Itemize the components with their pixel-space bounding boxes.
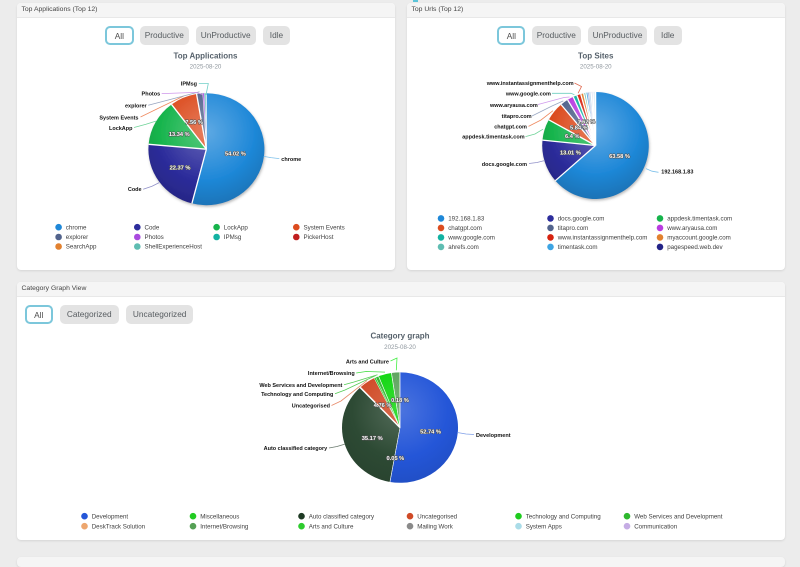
svg-text:www.aryausa.com: www.aryausa.com (666, 225, 717, 232)
svg-text:docs.google.com: docs.google.com (482, 162, 527, 168)
svg-text:54.02 %: 54.02 % (225, 152, 246, 158)
svg-text:Auto classified category: Auto classified category (309, 513, 375, 520)
svg-text:Code: Code (145, 224, 160, 231)
svg-text:SearchApp: SearchApp (66, 244, 97, 251)
svg-text:192.168.1.83: 192.168.1.83 (448, 216, 485, 223)
svg-text:2025-08-20: 2025-08-20 (580, 63, 612, 70)
svg-text:PickerHost: PickerHost (304, 234, 334, 241)
svg-text:System Events: System Events (304, 224, 345, 231)
svg-text:2025-08-20: 2025-08-20 (190, 63, 222, 70)
svg-text:www.google.com: www.google.com (505, 91, 551, 97)
svg-text:7.56 %: 7.56 % (185, 120, 203, 126)
svg-text:www.instantassignmenthelp.com: www.instantassignmenthelp.com (557, 235, 648, 242)
svg-text:LockApp: LockApp (224, 224, 249, 231)
svg-text:Internet/Browsing: Internet/Browsing (308, 371, 355, 377)
svg-text:www.google.com: www.google.com (447, 235, 495, 242)
svg-text:IPMsg: IPMsg (181, 81, 197, 87)
svg-text:www.aryausa.com: www.aryausa.com (489, 103, 538, 109)
svg-text:0.05 %: 0.05 % (387, 456, 405, 462)
svg-text:35.17 %: 35.17 % (362, 436, 383, 442)
svg-text:docs.google.com: docs.google.com (558, 216, 605, 223)
svg-text:Arts and Culture: Arts and Culture (309, 523, 354, 530)
svg-text:ahrefs.com: ahrefs.com (448, 244, 479, 251)
svg-text:appdesk.timentask.com: appdesk.timentask.com (462, 135, 524, 141)
svg-text:52.74 %: 52.74 % (420, 430, 441, 436)
svg-text:www.instantassignmenthelp.com: www.instantassignmenthelp.com (486, 81, 574, 87)
svg-text:chrome: chrome (66, 224, 87, 231)
svg-text:6.4 %: 6.4 % (565, 134, 580, 140)
svg-text:titapro.com: titapro.com (502, 114, 532, 120)
svg-text:explorer: explorer (66, 234, 88, 241)
svg-text:System Events: System Events (99, 115, 138, 121)
svg-text:Top Applications: Top Applications (174, 51, 239, 60)
svg-text:192.168.1.83: 192.168.1.83 (661, 170, 693, 176)
svg-text:Code: Code (128, 187, 142, 193)
svg-text:IPMsg: IPMsg (224, 234, 242, 241)
svg-text:myaccount.google.com: myaccount.google.com (667, 235, 731, 242)
svg-text:timentask.com: timentask.com (558, 244, 598, 251)
svg-text:Technology and Computing: Technology and Computing (261, 392, 333, 398)
svg-text:Technology and Computing: Technology and Computing (526, 513, 602, 520)
svg-text:appdesk.timentask.com: appdesk.timentask.com (667, 216, 732, 223)
svg-text:0.18 %: 0.18 % (391, 398, 409, 404)
svg-text:chatgpt.com: chatgpt.com (448, 225, 482, 232)
svg-text:Uncategorised: Uncategorised (292, 404, 330, 410)
svg-text:chatgpt.com: chatgpt.com (494, 125, 527, 131)
svg-text:5.84 %: 5.84 % (570, 126, 588, 132)
svg-text:explorer: explorer (125, 103, 148, 109)
svg-text:4.76 %: 4.76 % (374, 403, 392, 409)
svg-text:Development: Development (476, 433, 511, 439)
svg-text:Auto classified category: Auto classified category (264, 446, 329, 452)
svg-text:chrome: chrome (281, 157, 301, 163)
svg-text:Miscellaneous: Miscellaneous (200, 513, 239, 520)
svg-text:LockApp: LockApp (109, 126, 133, 132)
svg-text:1.62 %: 1.62 % (577, 120, 595, 126)
svg-text:Arts and Culture: Arts and Culture (346, 360, 389, 366)
svg-text:63.58 %: 63.58 % (609, 154, 630, 160)
svg-text:13.01 %: 13.01 % (560, 151, 581, 157)
svg-text:Category graph: Category graph (370, 332, 429, 341)
svg-text:System Apps: System Apps (526, 523, 562, 530)
svg-text:Photos: Photos (145, 234, 164, 241)
svg-text:titapro.com: titapro.com (558, 225, 589, 232)
svg-text:Web Services and Development: Web Services and Development (634, 513, 723, 520)
svg-text:Communication: Communication (634, 523, 678, 530)
svg-text:Top Sites: Top Sites (578, 51, 614, 60)
svg-text:2025-08-20: 2025-08-20 (384, 344, 416, 351)
svg-text:Development: Development (92, 513, 129, 520)
svg-text:13.34 %: 13.34 % (169, 132, 190, 138)
svg-text:pagespeed.web.dev: pagespeed.web.dev (667, 244, 723, 251)
svg-text:ShellExperienceHost: ShellExperienceHost (145, 244, 203, 251)
svg-text:Web Services and Development: Web Services and Development (259, 383, 342, 389)
svg-text:Internet/Browsing: Internet/Browsing (200, 523, 249, 530)
svg-text:Photos: Photos (142, 92, 161, 98)
svg-text:Mailing Work: Mailing Work (417, 523, 454, 530)
svg-text:Uncategorised: Uncategorised (417, 513, 457, 520)
svg-text:22.37 %: 22.37 % (170, 166, 191, 172)
svg-text:DeskTrack Solution: DeskTrack Solution (92, 523, 146, 530)
